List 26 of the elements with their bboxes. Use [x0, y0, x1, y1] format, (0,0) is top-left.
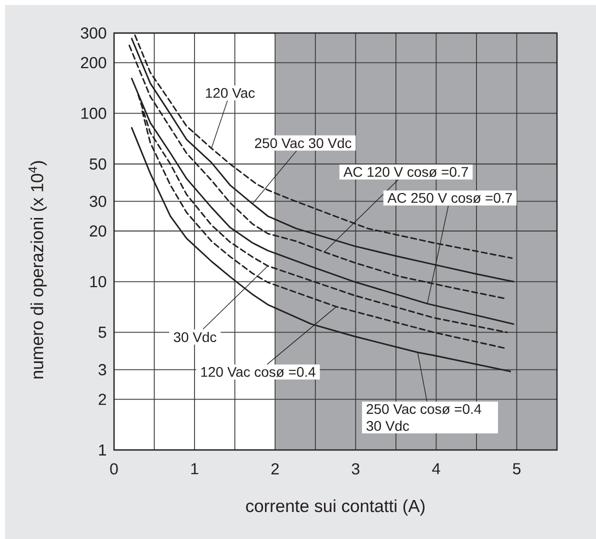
y-tick-label: 300 [80, 27, 106, 39]
annotation: 120 Vac cosø =0.4 [201, 366, 316, 378]
annotation: AC 120 V cosø =0.7 [343, 166, 468, 177]
annotation: 120 Vac [206, 88, 255, 98]
y-tick-label: 100 [81, 108, 106, 119]
y-tick-label: 10 [90, 276, 106, 288]
x-tick-label: 5 [512, 463, 520, 474]
y-tick-label: 30 [90, 196, 106, 207]
y-tick-label: 200 [81, 57, 106, 68]
annotation: 30 Vdc [174, 332, 216, 342]
x-axis-title: corrente sui contatti (A) [246, 499, 425, 516]
annotation: AC 250 V cosø =0.7 [387, 192, 512, 203]
x-tick-label: 2 [271, 463, 279, 474]
x-tick-label: 1 [191, 463, 198, 474]
x-tick-label: 0 [110, 463, 118, 474]
y-tick-label: 1 [99, 444, 106, 456]
y-tick-label: 2 [98, 394, 106, 405]
y-tick-label: 3 [98, 364, 106, 376]
y-tick-label: 20 [90, 225, 106, 237]
x-tick-label: 4 [432, 463, 440, 474]
annotation: 250 Vac cosø =0.4 30 Vdc [366, 404, 482, 431]
y-tick-label: 50 [90, 158, 106, 170]
y-tick-label: 5 [98, 326, 106, 338]
annotation: 250 Vac 30 Vdc [254, 138, 352, 148]
y-axis-title: numero di operazioni (x 10$^{4}$) [28, 161, 47, 378]
x-tick-label: 3 [352, 463, 360, 474]
